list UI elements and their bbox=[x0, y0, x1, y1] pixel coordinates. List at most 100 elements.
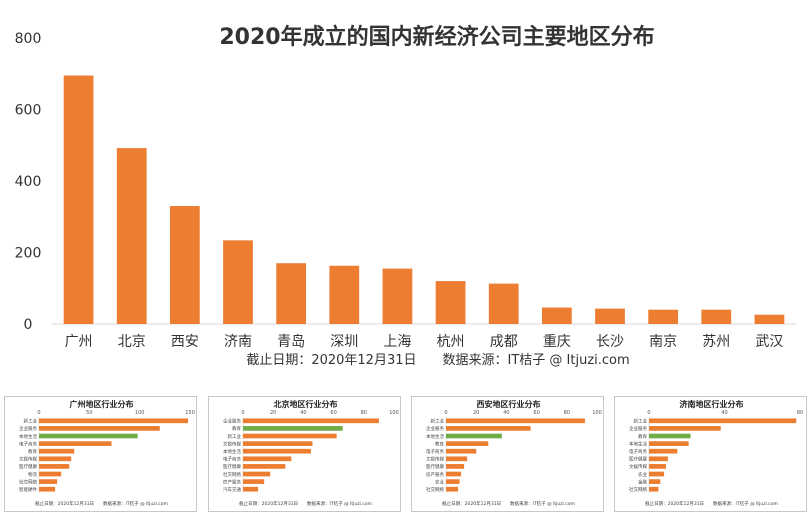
main-xtick-label: 济南 bbox=[224, 334, 252, 350]
main-bar bbox=[754, 314, 785, 324]
main-ytick-label: 600 bbox=[15, 103, 42, 119]
small-xtick-label: 100 bbox=[592, 410, 602, 416]
small-category-label: 社交网络 bbox=[426, 486, 444, 493]
small-bar bbox=[39, 471, 62, 477]
small-category-label: 社交网络 bbox=[629, 486, 647, 493]
small-bar bbox=[649, 464, 666, 469]
small-xtick-label: 40 bbox=[721, 410, 727, 416]
main-bar bbox=[329, 265, 360, 324]
small-xtick-label: 0 bbox=[647, 410, 650, 416]
small-category-label: 新工业 bbox=[634, 418, 648, 425]
small-category-label: 企业服务 bbox=[426, 425, 444, 432]
small-category-label: 教育 bbox=[435, 440, 444, 447]
small-category-label: 农业 bbox=[435, 478, 444, 485]
main-xtick-label: 西安 bbox=[171, 334, 199, 350]
small-chart-guangzhou: 广州地区行业分布 0 50 100 150 新工业 企业服务 本地生活 电子商务 教育 文娱传媒 医疗… bbox=[4, 396, 197, 512]
small-category-label: 房产服务 bbox=[223, 478, 241, 485]
main-ytick-label: 200 bbox=[15, 246, 42, 262]
small-chart-title: 西安地区行业分布 bbox=[477, 399, 541, 409]
small-bar bbox=[243, 471, 271, 477]
small-bar bbox=[649, 486, 659, 492]
main-bar bbox=[169, 206, 200, 324]
main-ytick-label: 400 bbox=[15, 174, 42, 190]
small-bar bbox=[243, 433, 337, 439]
small-xtick-label: 100 bbox=[389, 410, 399, 416]
main-bar bbox=[648, 309, 679, 324]
small-category-label: 文娱传媒 bbox=[19, 456, 37, 463]
small-chart-jinan: 济南地区行业分布 0 40 80 新工业 企业服务 教育 本地生活 电子商务 医疗健康 文娱传媒 农业… bbox=[614, 396, 807, 512]
small-bar bbox=[649, 433, 691, 439]
small-xtick-label: 50 bbox=[86, 410, 92, 416]
small-xtick-label: 80 bbox=[797, 410, 803, 416]
small-bar bbox=[39, 418, 188, 424]
main-bar-chart: 2020年成立的国内新经济公司主要地区分布 0 200 400 600 800 广州 北京… bbox=[15, 24, 796, 368]
small-xtick-label: 20 bbox=[270, 410, 276, 416]
small-chart-svg: 济南地区行业分布 0 40 80 新工业企业服务教育本地生活电子商务医疗健康文娱传媒农业… bbox=[629, 399, 803, 507]
main-xtick-label: 重庆 bbox=[543, 334, 571, 350]
main-bar bbox=[116, 148, 147, 324]
small-bar bbox=[446, 448, 477, 454]
small-category-label: 智能硬件 bbox=[19, 486, 37, 493]
small-xtick-label: 0 bbox=[241, 410, 244, 416]
small-chart-xian: 西安地区行业分布 0 20 40 60 80 100 新工业 企业服务 本地生活 教育 电子商务 文娱传… bbox=[411, 396, 604, 512]
small-category-label: 本地生活 bbox=[629, 440, 647, 447]
small-xtick-label: 40 bbox=[300, 410, 306, 416]
main-xtick-label: 北京 bbox=[118, 334, 146, 350]
small-chart-svg: 西安地区行业分布 0 20 40 60 80 100 新工业企业服务本地生活教育电子商务文娱传… bbox=[426, 399, 602, 507]
small-bar bbox=[649, 479, 661, 484]
small-xtick-label: 20 bbox=[473, 410, 479, 416]
main-xtick-label: 武汉 bbox=[755, 334, 783, 350]
small-bar bbox=[243, 486, 259, 492]
small-xtick-label: 0 bbox=[37, 410, 40, 416]
small-bar bbox=[39, 441, 112, 446]
main-bar bbox=[435, 281, 466, 324]
main-bar bbox=[223, 240, 253, 324]
main-bar bbox=[541, 307, 572, 324]
small-bar bbox=[39, 448, 75, 454]
small-category-label: 企业服务 bbox=[223, 418, 241, 425]
small-xtick-label: 150 bbox=[185, 410, 195, 416]
small-category-label: 文娱传媒 bbox=[426, 456, 444, 463]
small-bar bbox=[446, 433, 502, 439]
small-bar bbox=[39, 479, 58, 484]
main-xtick-label: 广州 bbox=[65, 334, 93, 350]
small-bar bbox=[446, 486, 459, 492]
small-category-label: 汽车交通 bbox=[223, 486, 241, 493]
small-bar bbox=[39, 433, 138, 439]
small-category-label: 教育 bbox=[638, 433, 647, 440]
small-bar bbox=[649, 426, 721, 431]
small-category-label: 社交网络 bbox=[223, 471, 241, 478]
small-bar bbox=[446, 479, 460, 484]
small-chart-beijing: 北京地区行业分布 0 20 40 60 80 100 企业服务 教育 新工业 文娱传媒 本地生活 电子商… bbox=[208, 396, 401, 512]
small-category-label: 企业服务 bbox=[19, 425, 37, 432]
small-chart-footnote: 截止日期：2020年12月31日 数据来源：IT桔子 @ Itjuzi.com bbox=[442, 500, 575, 507]
main-bar bbox=[276, 263, 307, 324]
main-xtick-label: 南京 bbox=[649, 334, 677, 350]
small-category-label: 医疗健康 bbox=[223, 463, 241, 470]
small-category-label: 教育 bbox=[28, 448, 37, 455]
small-category-label: 社交网络 bbox=[19, 478, 37, 485]
small-category-label: 电子商务 bbox=[629, 448, 647, 455]
small-category-label: 金融 bbox=[638, 478, 647, 485]
main-xtick-label: 上海 bbox=[383, 334, 411, 350]
main-xtick-label: 成都 bbox=[490, 334, 518, 350]
small-xtick-label: 60 bbox=[330, 410, 336, 416]
small-chart-footnote: 截止日期：2020年12月31日 数据来源：IT桔子 @ Itjuzi.com bbox=[35, 500, 168, 507]
small-category-label: 文娱传媒 bbox=[223, 440, 241, 447]
small-category-label: 企业服务 bbox=[629, 425, 647, 432]
small-category-label: 医疗健康 bbox=[426, 463, 444, 470]
small-bar bbox=[243, 479, 265, 484]
main-bar bbox=[382, 268, 413, 324]
small-xtick-label: 40 bbox=[503, 410, 509, 416]
small-bar bbox=[649, 471, 665, 477]
small-category-label: 电子商务 bbox=[223, 456, 241, 463]
small-category-label: 电子商务 bbox=[426, 448, 444, 455]
main-bar bbox=[595, 308, 625, 324]
main-bar bbox=[63, 75, 94, 324]
main-xtick-label: 杭州 bbox=[437, 334, 465, 350]
small-bar bbox=[446, 456, 468, 462]
small-bar bbox=[446, 441, 489, 446]
main-bar bbox=[701, 309, 732, 324]
small-bar bbox=[243, 456, 292, 462]
small-chart-title: 北京地区行业分布 bbox=[274, 399, 338, 409]
